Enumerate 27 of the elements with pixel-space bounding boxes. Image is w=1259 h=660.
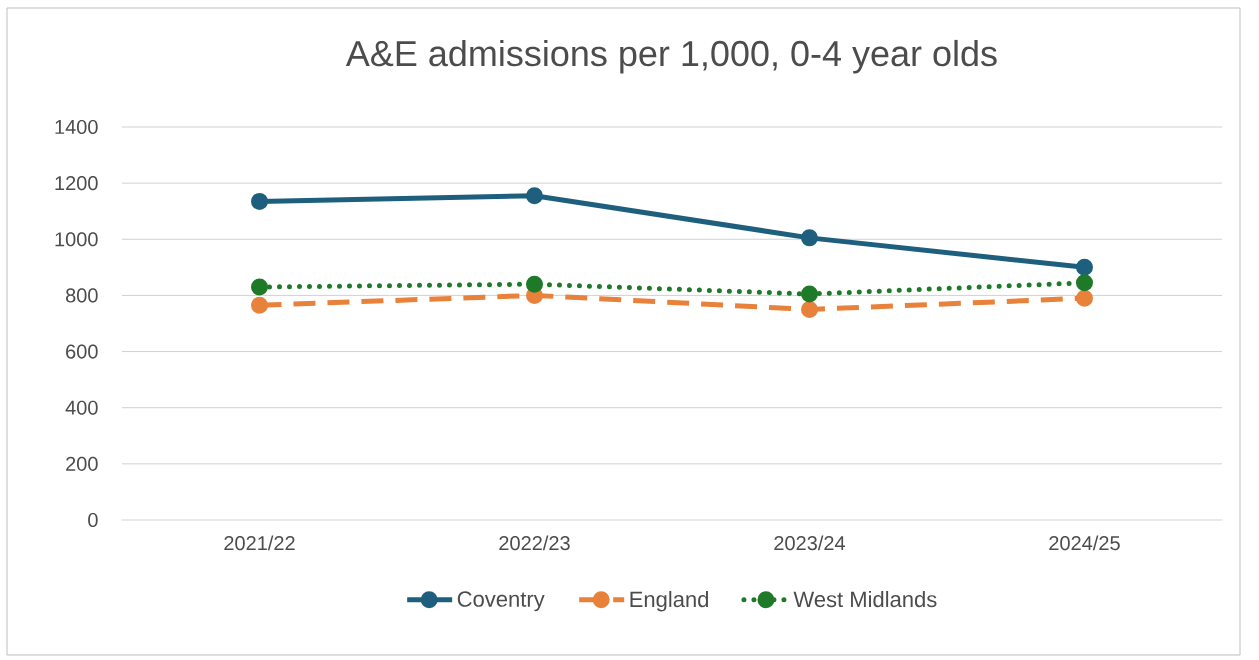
point (251, 278, 268, 296)
point (526, 187, 543, 205)
y-tick-label: 0 (88, 512, 98, 528)
x-tick-label: 2023/24 (774, 535, 846, 551)
point (800, 285, 818, 303)
point (800, 300, 818, 318)
y-tick-label: 1000 (55, 232, 98, 247)
point (251, 192, 268, 210)
legend-label: Coventry (457, 591, 545, 612)
point (526, 275, 543, 293)
legend-label: England (630, 590, 709, 612)
point (800, 229, 818, 247)
y-tick-label: 200 (66, 456, 98, 471)
x-tick-label: 2024/25 (1049, 535, 1120, 551)
y-tick-label: 400 (65, 400, 98, 415)
chart-title: A&E admissions per 1,000, 0-4 year olds (345, 39, 997, 74)
point (1075, 289, 1093, 307)
y-tick-label: 800 (65, 288, 98, 303)
x-tick-label: 2021/22 (224, 535, 295, 551)
point (1075, 274, 1093, 292)
point (251, 296, 268, 314)
point (1075, 258, 1093, 276)
y-tick-label: 600 (66, 344, 98, 359)
y-tick-label: 1400 (55, 119, 98, 135)
legend-label: West Midlands (793, 590, 937, 608)
y-tick-label: 1200 (55, 176, 98, 191)
x-tick-label: 2022/23 (499, 535, 570, 551)
